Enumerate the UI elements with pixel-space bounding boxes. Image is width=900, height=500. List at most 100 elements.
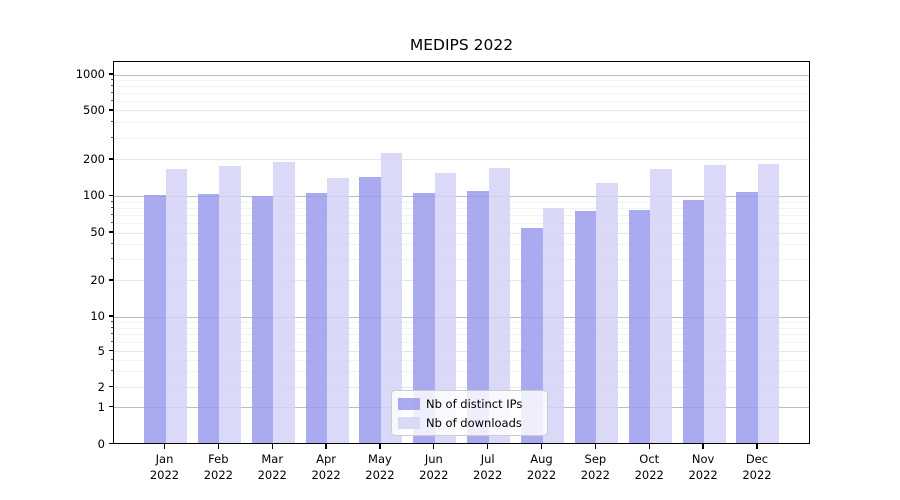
bar-nb-of-distinct-ips [305,192,328,444]
y-minor-tick-mark [110,200,113,202]
gridline-minor [114,359,809,361]
x-tick-year: 2022 [149,467,180,482]
x-tick-month: Sep [584,452,607,466]
y-tick-label: 20 [90,272,105,287]
x-tick-mark [217,444,220,449]
x-tick-mark [594,444,597,449]
x-tick-label: Feb 2022 [186,452,250,483]
x-tick-month: Oct [639,452,660,466]
x-tick-label: Oct 2022 [617,452,681,483]
plot-area [113,61,810,444]
y-minor-tick-mark [110,92,113,94]
bar-nb-of-downloads [434,173,457,444]
bar-nb-of-distinct-ips [628,209,651,444]
gridline-minor [114,79,809,81]
gridline-minor [114,259,809,261]
bar-nb-of-downloads [542,208,565,444]
gridline-minor [114,122,809,124]
y-minor-tick-mark [110,358,113,360]
y-tick-mark [108,109,113,111]
gridline-minor [114,137,809,139]
legend-swatch-nb-of-downloads [398,416,420,429]
y-minor-tick-mark [110,370,113,372]
y-minor-tick-mark [110,333,113,335]
y-tick-label: 5 [97,343,105,358]
x-tick-month: Feb [208,452,229,466]
y-tick-mark [108,158,113,160]
bar-nb-of-distinct-ips [736,191,758,444]
x-tick-month: May [368,452,392,466]
x-tick-mark [271,444,273,449]
legend-entry: Nb of downloads [398,415,540,430]
legend-entry: Nb of distinct IPs [398,396,540,411]
bar-nb-of-distinct-ips [144,195,166,444]
x-tick-year: 2022 [742,467,772,482]
bar-nb-of-distinct-ips [682,199,705,444]
y-tick-mark [108,349,113,352]
y-minor-tick-mark [110,340,113,342]
bar-nb-of-downloads [757,163,780,444]
x-tick-month: Mar [261,452,284,466]
gridline-minor [114,207,809,209]
bar-nb-of-downloads [650,169,672,444]
y-tick-label: 10 [90,309,105,323]
y-tick-label: 100 [83,188,105,203]
x-tick-mark [325,444,327,449]
x-tick-month: Jan [155,452,174,466]
x-tick-label: Apr 2022 [294,452,358,483]
y-minor-tick-mark [110,136,113,138]
y-tick-mark [108,73,113,75]
x-tick-year: 2022 [365,467,395,482]
legend-swatch-nb-of-distinct-ips [398,397,420,410]
chart-title: MEDIPS 2022 [409,36,514,54]
legend-label: Nb of downloads [426,415,522,430]
y-tick-mark [108,385,113,388]
y-tick-mark [108,442,113,445]
y-tick-mark [108,406,113,408]
legend: Nb of distinct IPs Nb of downloads [391,390,548,436]
x-tick-label: Nov 2022 [671,452,735,483]
gridline-major [114,74,809,76]
y-minor-tick-mark [110,85,113,87]
x-tick-month: Dec [745,452,769,466]
y-tick-mark [108,279,113,281]
bar-nb-of-distinct-ips [359,176,381,444]
x-tick-year: 2022 [419,467,449,482]
x-tick-mark [433,444,435,449]
gridline-minor [114,93,809,95]
gridline [114,232,809,234]
bar-nb-of-distinct-ips [521,227,543,444]
bar-nb-of-downloads [704,164,726,444]
y-tick-label: 0 [97,436,105,451]
y-minor-tick-mark [110,258,113,260]
y-tick-label: 500 [83,102,105,117]
x-tick-year: 2022 [203,467,233,482]
y-tick-mark [108,315,113,317]
gridline-minor [114,214,809,216]
x-tick-label: Mar 2022 [240,452,304,483]
gridline-minor [114,86,809,88]
bar-nb-of-distinct-ips [413,192,435,444]
y-minor-tick-mark [110,121,113,123]
x-tick-year: 2022 [634,467,664,482]
x-tick-year: 2022 [526,467,557,482]
gridline [114,351,809,352]
y-minor-tick-mark [110,206,113,208]
gridline-minor [114,244,809,246]
bar-nb-of-distinct-ips [251,196,274,444]
gridline-major [114,316,809,318]
gridline-minor [114,341,809,343]
bar-nb-of-downloads [327,178,349,444]
gridline-minor [114,201,809,203]
x-tick-label: May 2022 [348,452,412,483]
y-tick-label: 1000 [75,67,105,81]
y-tick-mark [108,231,113,233]
y-minor-tick-mark [110,243,113,245]
x-tick-mark [702,444,704,449]
gridline-minor [114,321,809,323]
x-tick-month: Nov [691,452,715,466]
x-tick-month: Aug [530,452,553,466]
gridline-major [114,195,809,197]
x-tick-mark [163,444,166,449]
